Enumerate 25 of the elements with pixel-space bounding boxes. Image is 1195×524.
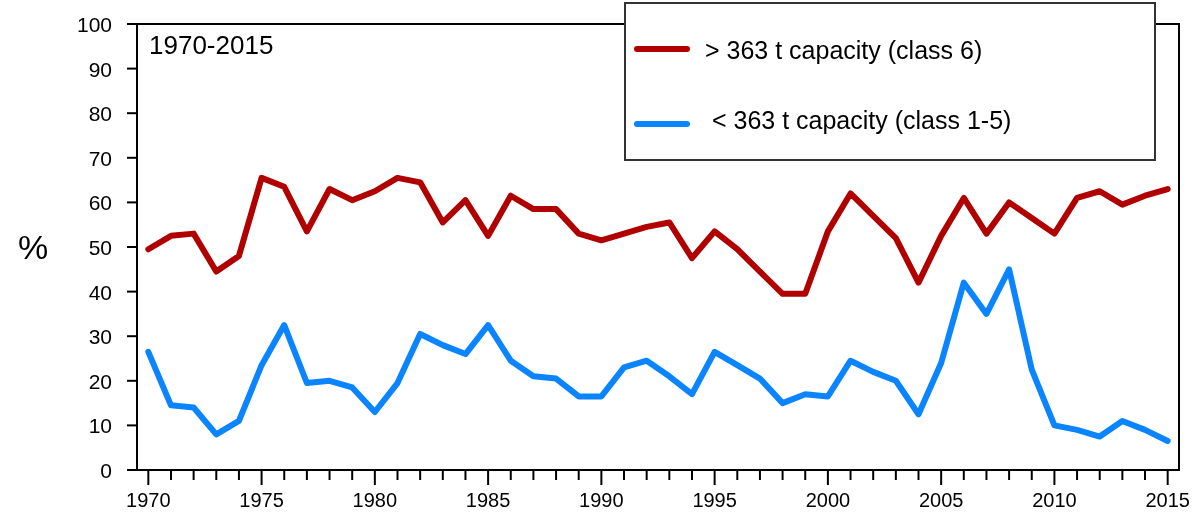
legend-label: > 363 t capacity (class 6)	[705, 36, 983, 64]
y-tick-label: 0	[100, 459, 112, 482]
y-tick-label: 10	[88, 414, 112, 438]
x-tick-label: 1970	[126, 489, 171, 511]
y-tick-label: 100	[76, 13, 112, 36]
y-tick-label: 60	[88, 191, 112, 215]
y-tick-label: 40	[88, 280, 112, 304]
x-tick-label: 1985	[465, 489, 511, 511]
y-tick-label: 50	[88, 236, 112, 259]
y-tick-label: 80	[88, 102, 112, 126]
y-axis-title: %	[17, 228, 49, 266]
x-tick-label: 1975	[239, 489, 284, 511]
y-tick-label: 90	[88, 57, 112, 81]
x-tick-label: 2015	[1145, 489, 1190, 511]
x-tick-label: 1990	[579, 489, 624, 511]
x-tick-label: 2000	[805, 489, 851, 511]
y-tick-label: 30	[88, 325, 112, 349]
x-tick-label: 2010	[1032, 489, 1077, 511]
y-tick-label: 70	[88, 146, 112, 170]
x-tick-label: 1995	[692, 489, 737, 511]
x-tick-label: 2005	[918, 489, 964, 511]
y-tick-label: 20	[88, 369, 112, 393]
annotation: 1970-2015	[149, 30, 274, 60]
legend-label: < 363 t capacity (class 1-5)	[705, 106, 1012, 134]
x-tick-label: 1980	[352, 489, 398, 511]
